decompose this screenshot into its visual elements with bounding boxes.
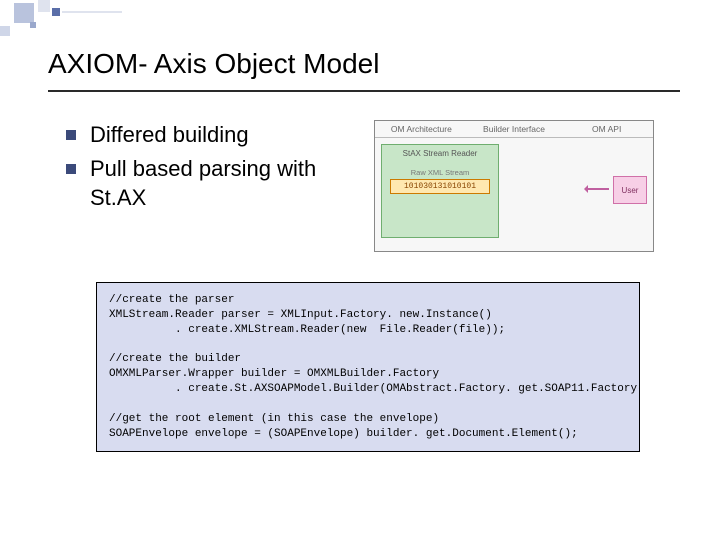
slide-title: AXIOM- Axis Object Model — [48, 48, 680, 90]
raw-xml-label: Raw XML Stream — [390, 168, 490, 177]
diagram-header-api: OM API — [560, 121, 653, 137]
bullet-item: Differed building — [66, 120, 356, 150]
raw-xml-code: 101030131010101 — [390, 179, 490, 194]
builder-column — [503, 144, 553, 238]
slide-corner-decoration — [0, 0, 140, 40]
bullet-text: Differed building — [90, 120, 249, 150]
square-bullet-icon — [66, 130, 76, 140]
user-box: User — [613, 176, 647, 204]
om-architecture-diagram: OM Architecture Builder Interface OM API… — [374, 120, 654, 252]
arrow-left-icon — [585, 188, 609, 190]
diagram-header-arch: OM Architecture — [375, 121, 468, 137]
square-bullet-icon — [66, 164, 76, 174]
code-sample: //create the parser XMLStream.Reader par… — [96, 282, 640, 452]
stax-label: StAX Stream Reader — [386, 149, 494, 158]
content-row: Differed building Pull based parsing wit… — [66, 120, 680, 252]
slide: AXIOM- Axis Object Model Differed buildi… — [0, 0, 720, 452]
bullet-list: Differed building Pull based parsing wit… — [66, 120, 356, 217]
title-underline — [48, 90, 680, 92]
diagram-header: OM Architecture Builder Interface OM API — [375, 121, 653, 138]
stax-reader-box: StAX Stream Reader Raw XML Stream 101030… — [381, 144, 499, 238]
bullet-item: Pull based parsing with St.AX — [66, 154, 356, 213]
bullet-text: Pull based parsing with St.AX — [90, 154, 356, 213]
diagram-body: StAX Stream Reader Raw XML Stream 101030… — [375, 138, 653, 246]
diagram-header-builder: Builder Interface — [468, 121, 561, 137]
raw-xml-box: Raw XML Stream 101030131010101 — [390, 168, 490, 194]
